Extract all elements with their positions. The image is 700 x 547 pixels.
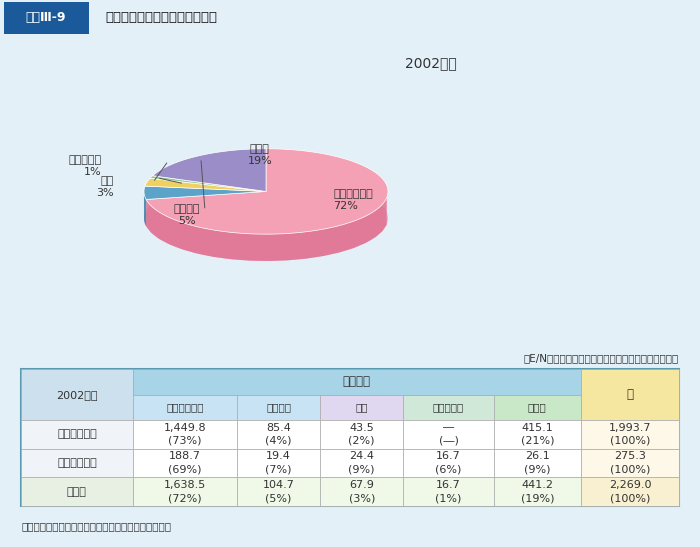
FancyBboxPatch shape <box>237 420 320 449</box>
Text: 24.4
(9%): 24.4 (9%) <box>349 451 375 474</box>
Text: 441.2
(19%): 441.2 (19%) <box>521 480 554 503</box>
FancyBboxPatch shape <box>320 477 403 506</box>
Text: 計: 計 <box>626 388 634 401</box>
FancyBboxPatch shape <box>21 420 133 449</box>
Text: エネルギー
1%: エネルギー 1% <box>68 155 102 177</box>
Polygon shape <box>145 178 266 191</box>
Ellipse shape <box>144 176 388 261</box>
Text: 水と衛生分野の目的別供与実績: 水と衛生分野の目的別供与実績 <box>105 11 217 24</box>
Text: 洪水対策: 洪水対策 <box>266 402 291 412</box>
FancyBboxPatch shape <box>320 394 403 420</box>
Text: 洪水対策
5%: 洪水対策 5% <box>174 204 200 226</box>
Polygon shape <box>144 191 146 226</box>
Polygon shape <box>146 149 388 234</box>
Text: 19.4
(7%): 19.4 (7%) <box>265 451 292 474</box>
FancyBboxPatch shape <box>581 420 679 449</box>
FancyBboxPatch shape <box>494 449 581 477</box>
FancyBboxPatch shape <box>237 449 320 477</box>
Text: 注：四捨五入のため、端数が一致しない場合がある。: 注：四捨五入のため、端数が一致しない場合がある。 <box>21 521 171 532</box>
Text: 16.7
(6%): 16.7 (6%) <box>435 451 462 474</box>
Text: （E/Nベース、単位：上段；億円、下段；シェア％）: （E/Nベース、単位：上段；億円、下段；シェア％） <box>524 353 679 363</box>
FancyBboxPatch shape <box>494 394 581 420</box>
Text: 104.7
(5%): 104.7 (5%) <box>262 480 295 503</box>
Text: 有償資金協力: 有償資金協力 <box>57 429 97 439</box>
FancyBboxPatch shape <box>581 369 679 420</box>
Text: 無償資金協力: 無償資金協力 <box>57 458 97 468</box>
Text: 67.9
(3%): 67.9 (3%) <box>349 480 375 503</box>
Polygon shape <box>150 176 266 191</box>
Text: 瀧濪: 瀧濪 <box>356 402 368 412</box>
Text: 灌漑
3%: 灌漑 3% <box>96 176 113 198</box>
Text: 1,638.5
(72%): 1,638.5 (72%) <box>164 480 206 503</box>
Text: 188.7
(69%): 188.7 (69%) <box>168 451 202 474</box>
FancyBboxPatch shape <box>21 369 133 420</box>
Text: 2002年度: 2002年度 <box>56 389 98 399</box>
Text: 16.7
(1%): 16.7 (1%) <box>435 480 462 503</box>
FancyBboxPatch shape <box>581 477 679 506</box>
FancyBboxPatch shape <box>494 477 581 506</box>
Text: 275.3
(100%): 275.3 (100%) <box>610 451 650 474</box>
Text: 85.4
(4%): 85.4 (4%) <box>265 423 292 446</box>
FancyBboxPatch shape <box>21 477 133 506</box>
FancyBboxPatch shape <box>133 394 237 420</box>
Text: 飲料水・衛生
72%: 飲料水・衛生 72% <box>333 189 373 211</box>
FancyBboxPatch shape <box>320 449 403 477</box>
FancyBboxPatch shape <box>581 449 679 477</box>
FancyBboxPatch shape <box>403 394 494 420</box>
Text: 26.1
(9%): 26.1 (9%) <box>524 451 551 474</box>
FancyBboxPatch shape <box>237 394 320 420</box>
Polygon shape <box>144 186 266 200</box>
Text: その他
19%: その他 19% <box>248 144 272 166</box>
FancyBboxPatch shape <box>4 2 89 34</box>
FancyBboxPatch shape <box>21 449 133 477</box>
Text: 2,269.0
(100%): 2,269.0 (100%) <box>608 480 651 503</box>
Text: その他: その他 <box>528 402 547 412</box>
Text: 飲料水・衛生: 飲料水・衛生 <box>166 402 204 412</box>
FancyBboxPatch shape <box>403 449 494 477</box>
Text: 43.5
(2%): 43.5 (2%) <box>349 423 375 446</box>
FancyBboxPatch shape <box>403 420 494 449</box>
FancyBboxPatch shape <box>403 477 494 506</box>
Text: 図表Ⅲ-9: 図表Ⅲ-9 <box>26 11 66 24</box>
Text: ―
(―): ― (―) <box>439 423 458 446</box>
FancyBboxPatch shape <box>237 477 320 506</box>
FancyBboxPatch shape <box>320 420 403 449</box>
Polygon shape <box>146 197 386 261</box>
Text: エネルギー: エネルギー <box>433 402 464 412</box>
Text: 2002年度: 2002年度 <box>405 56 456 71</box>
Text: 1,449.8
(73%): 1,449.8 (73%) <box>164 423 206 446</box>
FancyBboxPatch shape <box>133 449 237 477</box>
FancyBboxPatch shape <box>133 420 237 449</box>
FancyBboxPatch shape <box>133 477 237 506</box>
Text: 合　計: 合 計 <box>67 487 87 497</box>
Text: 目　　的: 目 的 <box>343 375 371 388</box>
Text: 415.1
(21%): 415.1 (21%) <box>521 423 554 446</box>
FancyBboxPatch shape <box>494 420 581 449</box>
Polygon shape <box>153 149 266 191</box>
Text: 1,993.7
(100%): 1,993.7 (100%) <box>608 423 651 446</box>
FancyBboxPatch shape <box>133 369 581 394</box>
